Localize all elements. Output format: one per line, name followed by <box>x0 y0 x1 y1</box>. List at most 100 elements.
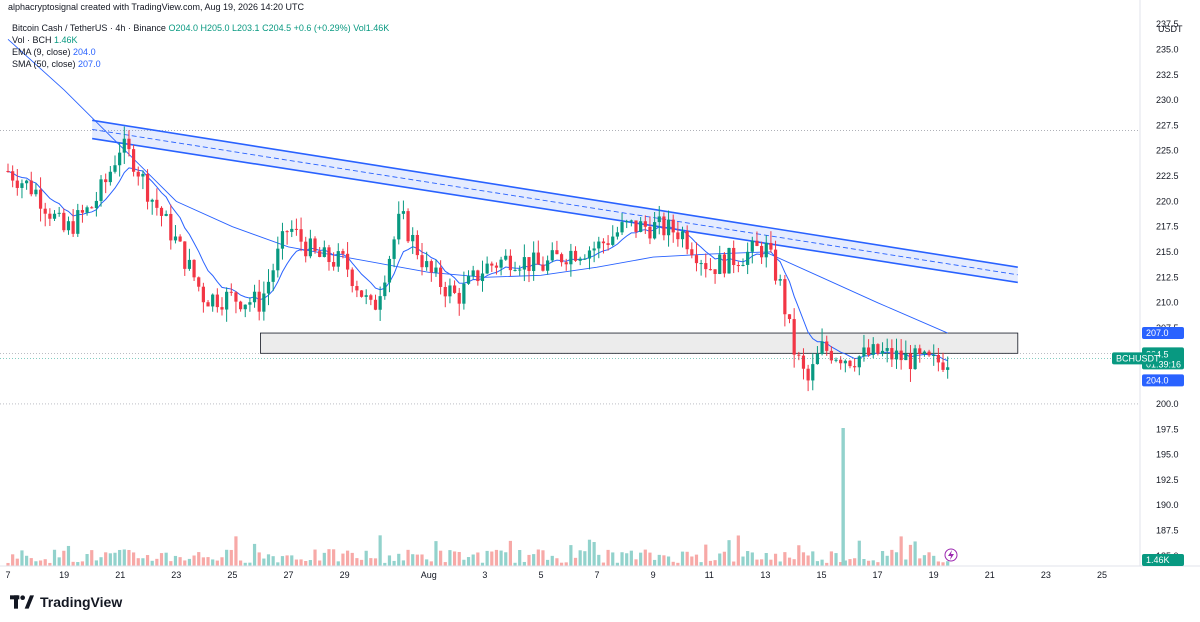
volume-bar <box>164 552 168 566</box>
price-tick-label: 215.0 <box>1156 247 1179 257</box>
volume-bar <box>741 556 745 566</box>
candle <box>169 204 173 250</box>
volume-bar <box>355 558 359 566</box>
time-axis[interactable]: 7 19 21 23 25 27 29 Aug 3 5 7 9 11 13 15 17 19 21 23 25 <box>0 565 1200 580</box>
candle <box>792 308 796 368</box>
candle <box>429 259 433 282</box>
descending-channel[interactable] <box>92 119 1018 284</box>
volume-bar <box>541 550 545 566</box>
volume-bar <box>345 550 350 566</box>
candle-body <box>760 245 764 258</box>
candle <box>43 202 47 227</box>
candle <box>648 216 652 245</box>
candle <box>746 242 750 275</box>
candle <box>722 252 726 278</box>
volume-bar <box>587 539 592 566</box>
volume-bar <box>569 545 573 566</box>
volume-legend-label: Vol · BCH <box>12 35 52 45</box>
candle <box>946 356 950 379</box>
volume-bar <box>518 550 522 566</box>
candle <box>518 265 522 276</box>
tradingview-logo[interactable]: TradingView <box>10 594 122 610</box>
candle-body <box>513 269 517 271</box>
volume-bar <box>99 557 103 566</box>
volume-bar <box>332 549 336 566</box>
volume-bar <box>494 549 499 566</box>
volume-bar <box>918 558 922 566</box>
candle-body <box>434 267 438 273</box>
candle-body <box>308 238 312 257</box>
candle-body <box>499 259 503 268</box>
candle-body <box>676 232 680 240</box>
volume-bar <box>550 555 554 566</box>
volume-bar <box>532 554 536 566</box>
candle <box>680 226 685 248</box>
volume-bar <box>601 562 606 566</box>
volume-bar <box>308 560 312 566</box>
candle-body <box>327 247 331 263</box>
volume-bar <box>108 553 112 566</box>
candle <box>597 236 601 259</box>
candle <box>392 236 396 268</box>
volume-bar <box>220 557 224 566</box>
candle-body <box>215 294 219 308</box>
candle <box>280 222 285 260</box>
volume-price-tag: 1.46K <box>1142 554 1184 566</box>
ema-legend-label: EMA (9, close) <box>12 47 71 57</box>
support-zone-rect[interactable] <box>260 332 1019 354</box>
candle-body <box>490 263 494 266</box>
candle <box>150 198 154 215</box>
candle-body <box>546 260 550 271</box>
candle-body <box>792 319 796 355</box>
ema-price-tag-text: 204.0 <box>1146 375 1169 385</box>
candle <box>843 359 847 373</box>
candle-body <box>559 254 564 263</box>
candle <box>546 255 550 275</box>
volume-bar <box>387 555 392 566</box>
support-zone[interactable] <box>260 332 1019 354</box>
candle-body <box>80 210 85 213</box>
volume-bar <box>392 560 396 566</box>
volume-bar <box>848 559 852 566</box>
candle-body <box>225 291 229 310</box>
candle <box>471 265 475 280</box>
candle <box>773 240 778 285</box>
sma-legend-row[interactable]: SMA (50, close) 207.0 <box>12 58 389 70</box>
volume-bar <box>304 561 308 566</box>
candle-body <box>211 294 215 307</box>
candle-body <box>387 258 392 283</box>
candle <box>80 204 85 223</box>
volume-bar <box>708 560 713 566</box>
channel-upper-line[interactable] <box>92 119 1018 269</box>
volume-bar <box>606 549 610 566</box>
candlesticks <box>6 126 950 392</box>
candle <box>57 206 61 217</box>
volume-legend-row[interactable]: Vol · BCH 1.46K <box>12 34 389 46</box>
volume-bar <box>583 551 587 566</box>
volume-bar <box>476 552 480 566</box>
candle <box>620 212 624 236</box>
channel-lower-line[interactable] <box>92 137 1018 284</box>
symbol-legend-row[interactable]: Bitcoin Cash / TetherUS · 4h · Binance O… <box>12 22 389 34</box>
price-axis[interactable]: 237.5 235.0 232.5 230.0 227.5 225.0 222.5 220.0… <box>1139 0 1183 566</box>
currency-label[interactable]: USDT <box>1158 24 1183 34</box>
volume-bar <box>420 554 424 566</box>
lightning-icon[interactable] <box>944 548 958 562</box>
candle <box>197 276 201 292</box>
volume-bar <box>76 562 80 566</box>
candle-body <box>643 221 647 227</box>
candle <box>727 247 731 274</box>
candle <box>885 338 889 363</box>
candle-body <box>392 239 396 259</box>
candle-body <box>894 350 899 360</box>
candle <box>11 165 15 188</box>
candle-body <box>34 189 38 195</box>
candle-body <box>76 210 80 234</box>
candle <box>476 269 480 286</box>
ema-legend-row[interactable]: EMA (9, close) 204.0 <box>12 46 389 58</box>
chart-legend: Bitcoin Cash / TetherUS · 4h · Binance O… <box>12 22 389 70</box>
candle-body <box>369 295 373 300</box>
candle-body <box>592 248 596 251</box>
